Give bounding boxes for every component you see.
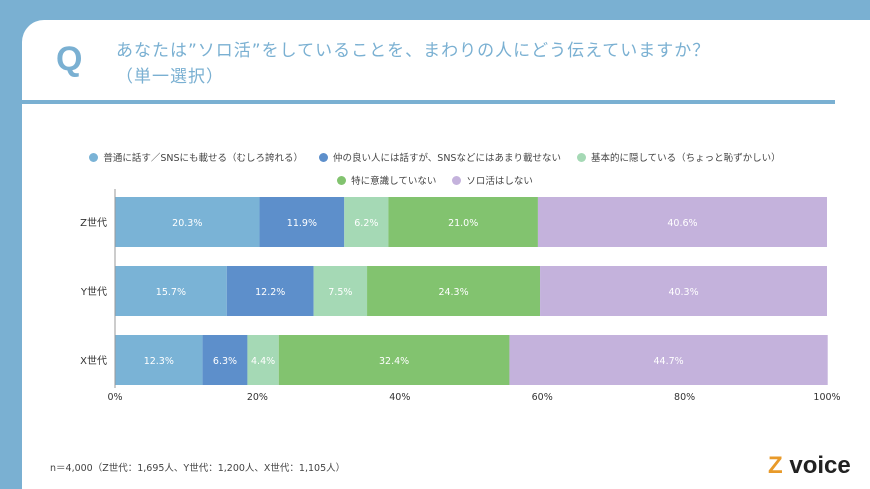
x-tick-label: 100% [813,392,840,403]
bar-segment [537,197,827,247]
bar-segment [115,266,227,316]
bar-segment [540,266,827,316]
legend-item: 特に意識していない [337,173,436,187]
legend-label: 仲の良い人には話すが、SNSなどにはあまり載せない [332,153,561,164]
data-label: 6.2% [354,218,378,229]
bar-segment [202,335,248,385]
data-label: 44.7% [653,356,683,367]
data-label: 40.3% [668,287,698,298]
title-divider [22,100,835,104]
title-line2: （単一選択） [116,67,224,87]
x-tick-label: 80% [674,392,695,403]
bar-segment [509,335,828,385]
legend-label: ソロ活はしない [466,176,533,187]
category-label: Z世代 [80,217,107,229]
bar-segment [344,197,389,247]
card [22,20,870,489]
category-label: Y世代 [80,286,107,298]
x-tick-label: 40% [389,392,410,403]
legend-item: ソロ活はしない [452,173,533,187]
bar-segment [313,266,368,316]
bar-segment [115,335,203,385]
legend-swatch [576,153,586,162]
x-tick-label: 60% [532,392,553,403]
bar-segment [278,335,510,385]
legend-swatch [452,176,462,185]
data-label: 32.4% [379,356,409,367]
bar-segment [367,266,541,316]
legend-label: 特に意識していない [351,176,437,187]
data-label: 15.7% [156,287,186,298]
x-tick-label: 0% [107,392,122,403]
data-label: 40.6% [667,218,697,229]
legend-item: 普通に話す／SNSにも載せる（むしろ誇れる） [89,150,303,164]
data-label: 12.3% [144,356,174,367]
legend-swatch [318,153,328,162]
legend-label: 普通に話す／SNSにも載せる（むしろ誇れる） [103,153,303,164]
data-label: 21.0% [448,218,478,229]
data-label: 7.5% [328,287,352,298]
data-label: 6.3% [213,356,237,367]
legend-row-1: 普通に話す／SNSにも載せる（むしろ誇れる） 仲の良い人には話すが、SNSなどには… [0,150,870,164]
category-label: X世代 [80,355,107,367]
legend-swatch [337,176,347,185]
data-label: 24.3% [438,287,468,298]
sample-note: n＝4,000（Z世代：1,695人、Y世代：1,200人、X世代：1,105人… [50,463,346,474]
x-tick-label: 20% [247,392,268,403]
zvoice-logo: Z voice [768,452,851,479]
legend-item: 基本的に隠している（ちょっと恥ずかしい） [576,150,781,164]
legend-row-2: 特に意識していない ソロ活はしない [0,173,870,187]
data-label: 4.4% [251,356,275,367]
data-label: 20.3% [172,218,202,229]
bar-segment [226,266,314,316]
data-label: 11.9% [287,218,317,229]
bar-segment [115,197,260,247]
legend-item: 仲の良い人には話すが、SNSなどにはあまり載せない [318,150,561,164]
title-line1: あなたは”ソロ活”をしていることを、まわりの人にどう伝えていますか？ [116,41,711,61]
question-mark: Q [56,40,83,78]
bar-segment [247,335,279,385]
question-title: あなたは”ソロ活”をしていることを、まわりの人にどう伝えていますか？ （単一選択… [116,38,710,90]
data-label: 12.2% [255,287,285,298]
bar-segment [388,197,538,247]
bar-segment [259,197,345,247]
legend-label: 基本的に隠している（ちょっと恥ずかしい） [590,153,781,164]
legend-swatch [89,153,99,162]
